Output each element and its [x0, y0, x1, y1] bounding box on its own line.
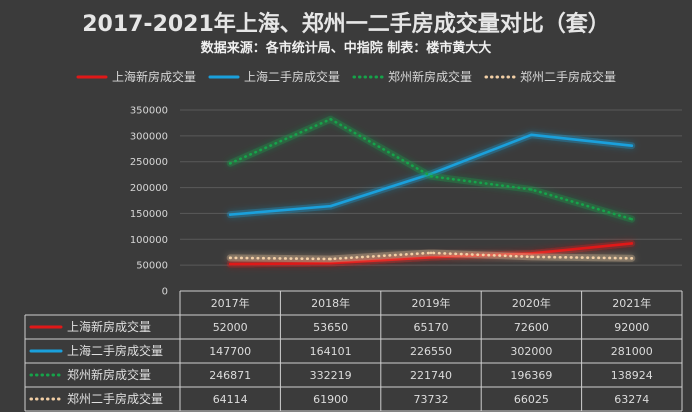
- x-category-label: 2018年: [311, 296, 350, 310]
- table-series-label: 上海新房成交量: [67, 319, 151, 334]
- data-cell: 61900: [313, 393, 348, 406]
- legend-label: 上海新房成交量: [111, 70, 196, 84]
- y-tick-label: 250000: [130, 157, 168, 168]
- legend-key: [484, 75, 516, 78]
- series-line: [228, 251, 634, 261]
- data-cell: 66025: [514, 393, 549, 406]
- y-tick-label: 300000: [130, 131, 168, 142]
- data-point: [630, 256, 634, 260]
- data-cell: 65170: [414, 321, 449, 334]
- legend-item: 郑州新房成交量: [352, 68, 472, 85]
- data-point: [228, 213, 232, 216]
- data-cell: 164101: [310, 345, 352, 358]
- y-tick-label: 150000: [130, 209, 168, 220]
- data-cell: 147700: [209, 345, 251, 358]
- data-point: [630, 217, 634, 221]
- y-tick-label: 100000: [130, 235, 168, 246]
- data-point: [530, 255, 533, 259]
- table-series-label: 郑州二手房成交量: [67, 391, 163, 406]
- legend-item: 上海二手房成交量: [208, 68, 340, 85]
- legend-key: [352, 75, 384, 78]
- y-tick-label: 350000: [130, 106, 168, 117]
- x-category-label: 2017年: [211, 296, 250, 310]
- data-cell: 221740: [410, 369, 452, 382]
- data-cell: 281000: [611, 345, 653, 358]
- x-category-label: 2021年: [612, 296, 651, 310]
- y-tick-label: 50000: [136, 261, 168, 272]
- data-cell: 196369: [510, 369, 552, 382]
- data-point: [228, 162, 232, 165]
- data-point: [429, 255, 433, 259]
- data-point: [329, 261, 332, 265]
- data-cell: 52000: [213, 321, 248, 334]
- y-tick-label: 0: [162, 287, 168, 298]
- data-point: [630, 242, 634, 245]
- x-category-label: 2020年: [512, 296, 551, 310]
- data-cell: 92000: [614, 321, 649, 334]
- data-cell: 246871: [209, 369, 251, 382]
- data-point: [429, 175, 433, 178]
- legend-label: 上海二手房成交量: [243, 70, 340, 84]
- chart-title: 2017-2021年上海、郑州一二手房成交量对比（套）: [82, 12, 610, 37]
- data-cell: 73732: [414, 393, 449, 406]
- legend-item: 郑州二手房成交量: [484, 68, 616, 85]
- data-point: [530, 188, 533, 191]
- data-point: [630, 144, 634, 147]
- legend-label: 郑州新房成交量: [388, 70, 473, 84]
- legend-item: 上海新房成交量: [76, 68, 196, 85]
- table-series-label: 上海二手房成交量: [67, 343, 163, 358]
- table-series-label: 郑州新房成交量: [67, 367, 151, 382]
- data-cell: 53650: [313, 321, 348, 334]
- data-point: [329, 204, 332, 208]
- data-cell: 63274: [614, 393, 649, 406]
- chart-subtitle: 数据来源：各市统计局、中指院 制表：楼市黄大大: [200, 41, 492, 56]
- data-point: [329, 117, 332, 121]
- data-cell: 226550: [410, 345, 452, 358]
- y-tick-label: 200000: [130, 183, 168, 194]
- x-category-label: 2019年: [412, 296, 451, 310]
- data-point: [530, 133, 533, 137]
- data-cell: 72600: [514, 321, 549, 334]
- data-cell: 302000: [510, 345, 552, 358]
- data-point: [329, 257, 332, 261]
- legend-label: 郑州二手房成交量: [520, 70, 617, 84]
- data-cell: 332219: [310, 369, 352, 382]
- data-point: [228, 256, 232, 260]
- data-point: [228, 262, 232, 266]
- chart-legend: 上海新房成交量 上海二手房成交量 郑州新房成交量 郑州二手房成交量: [0, 68, 692, 85]
- legend-key: [76, 75, 108, 78]
- legend-key: [208, 75, 240, 78]
- data-cell: 138924: [611, 369, 653, 382]
- data-point: [429, 251, 433, 255]
- series-glow: [226, 115, 636, 223]
- data-cell: 64114: [213, 393, 248, 406]
